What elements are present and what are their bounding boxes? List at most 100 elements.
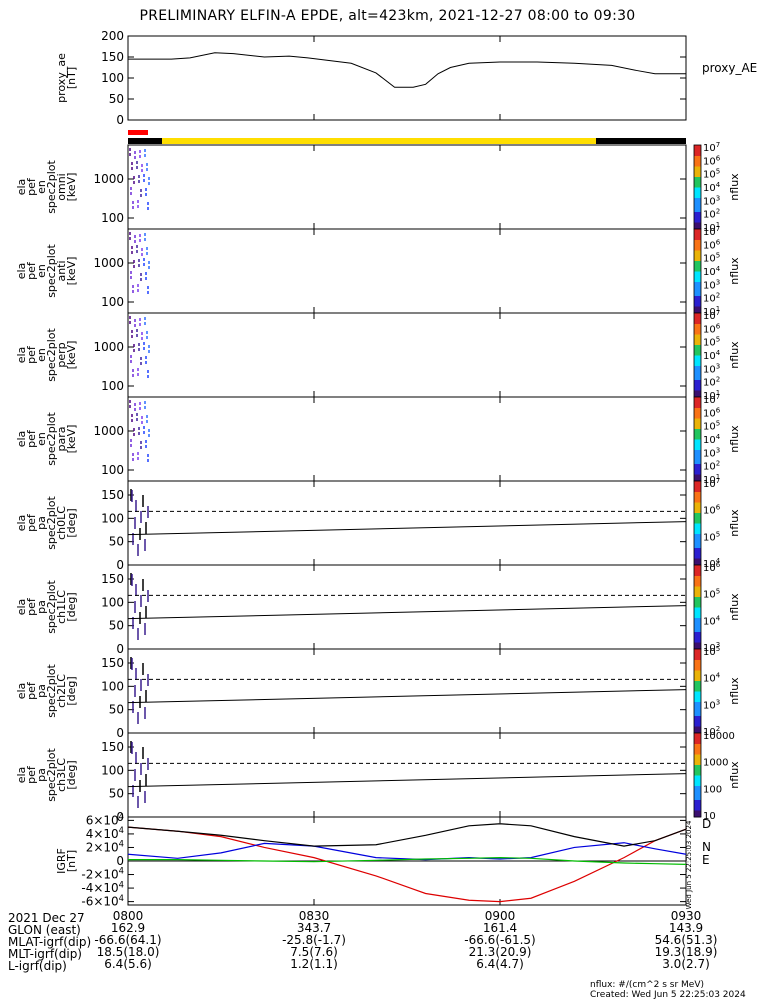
- colorbar-cell-pef_pa_spec2plot_ch0LC-19: [694, 495, 701, 499]
- ylabel-IGRF-1: [nT]: [65, 850, 78, 872]
- orbit-row-0-label: GLON (east): [8, 923, 81, 937]
- colorbar-cell-pef_en_spec2plot_omni-15: [694, 173, 701, 177]
- colorbar-cell-pef_pa_spec2plot_ch0LC-16: [694, 505, 701, 510]
- colorbar-cell-pef_pa_spec2plot_ch2LC-14: [694, 680, 701, 685]
- colorbar-tick-pef_en_spec2plot_para-2: 103: [703, 446, 720, 459]
- colorbar-cell-pef_pa_spec2plot_ch3LC-9: [694, 782, 701, 786]
- ytick-label-pef_en_spec2plot_omni-0: 100: [101, 211, 124, 225]
- colorbar-cell-pef_pa_spec2plot_ch3LC-16: [694, 757, 701, 762]
- legend-igrf-E: E: [702, 853, 710, 867]
- ylabel-pef_en_spec2plot_para-1: pef: [25, 429, 38, 448]
- colorbar-label-pef_pa_spec2plot_ch1LC: nflux: [728, 593, 741, 621]
- ytick-label-pef_pa_spec2plot_ch1LC-0: 0: [116, 642, 124, 656]
- ytick-label-pef_pa_spec2plot_ch0LC-3: 150: [101, 488, 124, 502]
- ylabel-pef_pa_spec2plot_ch3LC-4: ch3LC: [55, 758, 68, 792]
- orbit-value-3-2: 6.4(4.7): [476, 957, 524, 971]
- colorbar-cell-pef_en_spec2plot_omni-21: [694, 152, 701, 156]
- colorbar-cell-pef_pa_spec2plot_ch2LC-2: [694, 722, 701, 727]
- colorbar-tick-pef_pa_spec2plot_ch1LC-3: 106: [703, 561, 721, 574]
- colorbar-tick-pef_pa_spec2plot_ch1LC-2: 105: [703, 588, 720, 601]
- loss-cone-line-pef_pa_spec2plot_ch3LC: [127, 773, 687, 788]
- ytick-label-IGRF-1: -4×104: [81, 879, 124, 895]
- colorbar-tick-pef_en_spec2plot_para-5: 106: [703, 406, 721, 419]
- ytick-label-pef_en_spec2plot_perp-0: 100: [101, 379, 124, 393]
- ytick-label-pef_pa_spec2plot_ch1LC-2: 100: [101, 595, 124, 609]
- colorbar-cell-pef_en_spec2plot_perp-22: [694, 316, 701, 321]
- ylabel-pef_en_spec2plot_anti-0: ela: [15, 263, 28, 280]
- panel-frame-pef_en_spec2plot_para: [127, 396, 687, 482]
- colorbar-cell-pef_pa_spec2plot_ch2LC-4: [694, 715, 701, 720]
- colorbar-cell-pef_pa_spec2plot_ch1LC-18: [694, 582, 701, 587]
- colorbar-tick-pef_en_spec2plot_perp-0: 101: [703, 389, 720, 402]
- colorbar-label-pef_en_spec2plot_anti: nflux: [728, 257, 741, 285]
- orbit-value-2-2: 21.3(20.9): [469, 945, 532, 959]
- colorbar-tick-pef_en_spec2plot_perp-2: 103: [703, 362, 720, 375]
- orbit-value-0-0: 162.9: [111, 921, 145, 935]
- colorbar-cell-pef_pa_spec2plot_ch2LC-22: [694, 652, 701, 657]
- ylabel-pef_pa_spec2plot_ch2LC-2: pa: [35, 684, 48, 698]
- colorbar-cell-pef_pa_spec2plot_ch0LC-4: [694, 547, 701, 552]
- colorbar-cell-pef_pa_spec2plot_ch1LC-20: [694, 575, 701, 580]
- colorbar-cell-pef_pa_spec2plot_ch2LC-6: [694, 708, 701, 713]
- colorbar-cell-pef_pa_spec2plot_ch3LC-7: [694, 789, 701, 793]
- side-timestamp: Wed Jun 5 22:25:03 2024: [685, 820, 693, 909]
- orbit-row-1-label: MLAT-igrf(dip): [8, 935, 92, 949]
- status-bar-black-start: [128, 138, 162, 144]
- colorbar-cell-pef_pa_spec2plot_ch3LC-21: [694, 740, 701, 744]
- ytick-label-IGRF-0: -6×104: [81, 893, 124, 909]
- colorbar-cell-pef_pa_spec2plot_ch0LC-20: [694, 491, 701, 496]
- colorbar-cell-pef_en_spec2plot_omni-2: [694, 218, 701, 223]
- colorbar-cell-pef_en_spec2plot_omni-6: [694, 204, 701, 209]
- colorbar-cell-pef_en_spec2plot_perp-0: [694, 393, 701, 398]
- colorbar-tick-pef_pa_spec2plot_ch0LC-1: 105: [703, 530, 720, 543]
- ylabel-pef_pa_spec2plot_ch3LC-2: pa: [35, 768, 48, 782]
- colorbar-cell-pef_en_spec2plot_anti-21: [694, 236, 701, 240]
- colorbar-cell-pef_en_spec2plot_omni-22: [694, 148, 701, 153]
- ylabel-pef_pa_spec2plot_ch0LC-2: pa: [35, 516, 48, 530]
- series-line-igrf-N: [127, 842, 687, 861]
- colorbar-cell-pef_en_spec2plot_anti-5: [694, 292, 701, 296]
- orbit-value-1-1: -25.8(-1.7): [282, 933, 346, 947]
- colorbar-cell-pef_pa_spec2plot_ch3LC-23: [694, 733, 701, 737]
- ylabel-pef_en_spec2plot_para-4: para: [55, 427, 68, 452]
- ytick-label-proxy_ae-2: 100: [101, 71, 124, 85]
- orbit-value-0-1: 343.7: [297, 921, 331, 935]
- ylabel-pef_pa_spec2plot_ch1LC-3: spec2plot: [45, 580, 58, 634]
- figure-title: PRELIMINARY ELFIN-A EPDE, alt=423km, 202…: [139, 8, 636, 24]
- colorbar-cell-pef_pa_spec2plot_ch0LC-6: [694, 540, 701, 545]
- colorbar-tick-pef_pa_spec2plot_ch2LC-3: 105: [703, 645, 720, 658]
- series-line-igrf-total: [127, 823, 687, 847]
- colorbar-cell-pef_en_spec2plot_anti-14: [694, 260, 701, 265]
- colorbar-cell-pef_pa_spec2plot_ch2LC-19: [694, 663, 701, 667]
- orbit-value-1-2: -66.6(-61.5): [464, 933, 535, 947]
- orbit-value-3-3: 3.0(2.7): [662, 957, 710, 971]
- colorbar-cell-pef_pa_spec2plot_ch2LC-12: [694, 687, 701, 692]
- colorbar-cell-pef_pa_spec2plot_ch0LC-9: [694, 530, 701, 534]
- colorbar-cell-pef_en_spec2plot_perp-4: [694, 379, 701, 384]
- colorbar-tick-pef_pa_spec2plot_ch3LC-1: 100: [703, 784, 722, 795]
- colorbar-cell-pef_en_spec2plot_perp-13: [694, 348, 701, 352]
- colorbar-cell-pef_en_spec2plot_omni-5: [694, 208, 701, 212]
- colorbar-cell-pef_pa_spec2plot_ch2LC-13: [694, 684, 701, 688]
- colorbar-cell-pef_pa_spec2plot_ch1LC-12: [694, 603, 701, 608]
- ytick-label-IGRF-6: 6×104: [86, 812, 124, 828]
- colorbar-cell-pef_pa_spec2plot_ch0LC-12: [694, 519, 701, 524]
- loss-cone-line-pef_pa_spec2plot_ch0LC: [127, 521, 687, 536]
- status-bar-yellow: [162, 138, 596, 144]
- ylabel-pef_en_spec2plot_omni-5: [keV]: [65, 173, 78, 202]
- panel-frame-pef_pa_spec2plot_ch1LC: [127, 564, 687, 650]
- colorbar-cell-pef_en_spec2plot_para-22: [694, 400, 701, 405]
- colorbar-cell-pef_en_spec2plot_omni-1: [694, 222, 701, 226]
- colorbar-tick-pef_en_spec2plot_para-1: 102: [703, 460, 720, 473]
- ytick-label-pef_pa_spec2plot_ch2LC-1: 50: [109, 703, 124, 717]
- ytick-label-pef_en_spec2plot_anti-0: 100: [101, 295, 124, 309]
- colorbar-cell-pef_en_spec2plot_anti-2: [694, 302, 701, 307]
- colorbar-cell-pef_en_spec2plot_perp-5: [694, 376, 701, 380]
- colorbar-cell-pef_pa_spec2plot_ch0LC-8: [694, 533, 701, 538]
- colorbar-cell-pef_en_spec2plot_para-18: [694, 414, 701, 419]
- colorbar-tick-pef_en_spec2plot_anti-6: 107: [703, 225, 720, 238]
- colorbar-cell-pef_pa_spec2plot_ch1LC-17: [694, 586, 701, 590]
- orbit-value-0-3: 143.9: [669, 921, 703, 935]
- colorbar-cell-pef_pa_spec2plot_ch3LC-6: [694, 792, 701, 797]
- colorbar-cell-pef_en_spec2plot_omni-13: [694, 180, 701, 184]
